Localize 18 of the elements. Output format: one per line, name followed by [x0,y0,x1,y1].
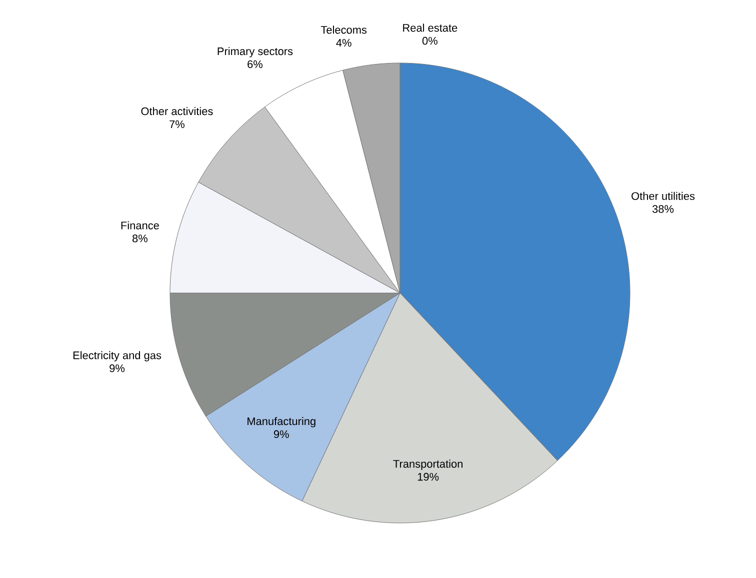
data-label: 9% [110,364,125,372]
slice-label: Other utilities [632,192,695,200]
data-label: 9% [274,430,289,438]
category-label: Real estate [403,24,458,32]
slice-label: Finance [121,221,159,230]
data-label: 8% [132,234,148,242]
data-label: 7% [170,120,184,128]
slice-label: Manufacturing [248,417,316,428]
text: 0% [422,36,438,45]
data-label: 6% [248,60,262,68]
slice-label: Primary sectors [218,47,293,58]
slice-label: Telecoms [320,26,367,34]
slice-label: Electricity and gas [73,351,162,362]
slice-label: Other activities [141,107,213,116]
slice-label: Transportation [393,460,462,470]
data-label: 19% [418,472,439,481]
data-label: 38% [652,205,674,213]
data-label: 4% [336,38,352,47]
